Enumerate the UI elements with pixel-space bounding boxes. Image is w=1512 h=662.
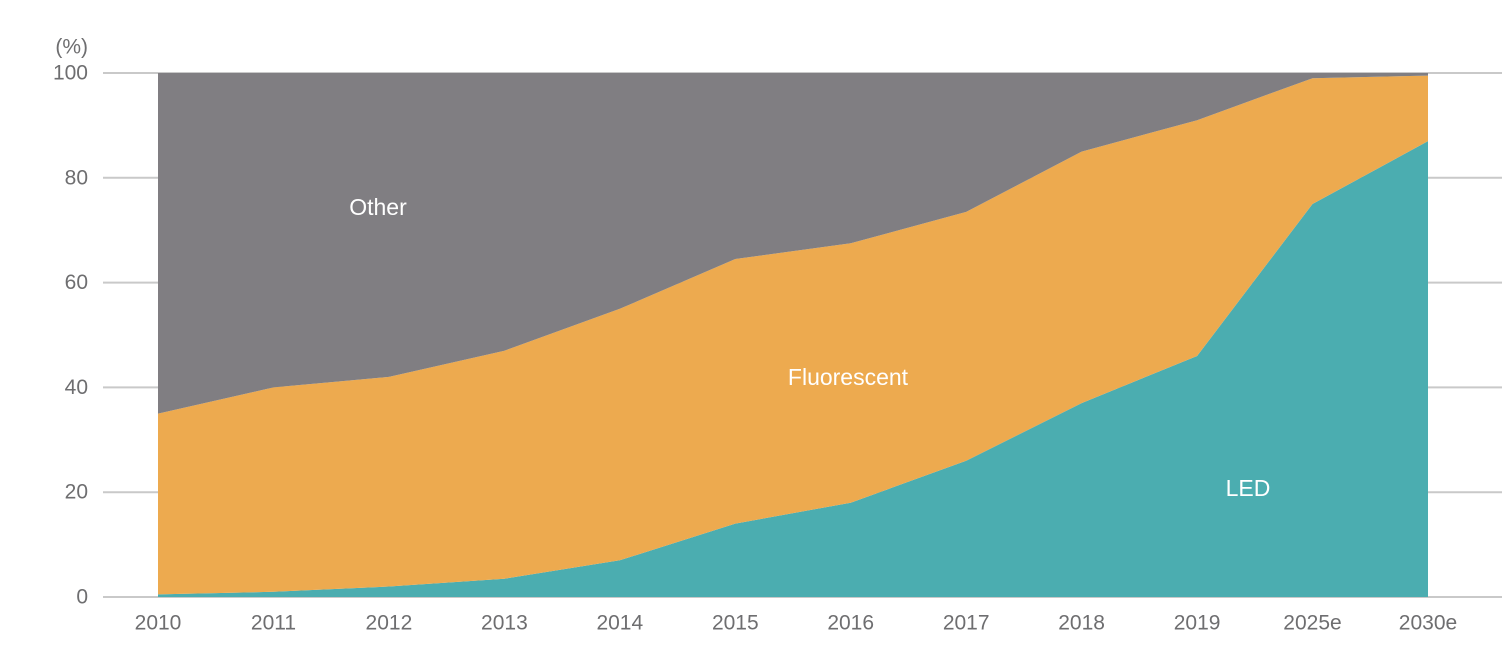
y-tick-label-100: 100 xyxy=(53,62,88,85)
area-other xyxy=(158,73,1428,414)
area-label-other: Other xyxy=(349,194,407,220)
y-tick-label-80: 80 xyxy=(65,166,88,189)
x-tick-label-2019: 2019 xyxy=(1174,612,1221,635)
x-tick-label-2013: 2013 xyxy=(481,612,528,635)
area-label-fluorescent: Fluorescent xyxy=(788,364,909,390)
y-axis-unit-label: (%) xyxy=(55,36,88,59)
x-tick-label-2010: 2010 xyxy=(135,612,182,635)
area-label-led: LED xyxy=(1226,475,1271,501)
area-fluorescent xyxy=(158,75,1428,595)
y-tick-label-20: 20 xyxy=(65,481,88,504)
y-tick-label-0: 0 xyxy=(76,586,88,609)
x-tick-label-2011: 2011 xyxy=(251,612,296,635)
x-tick-label-2030e: 2030e xyxy=(1399,612,1457,635)
x-tick-label-2025e: 2025e xyxy=(1283,612,1341,635)
x-tick-label-2012: 2012 xyxy=(366,612,413,635)
y-tick-label-60: 60 xyxy=(65,271,88,294)
y-tick-label-40: 40 xyxy=(65,376,88,399)
area-led xyxy=(158,141,1428,597)
x-tick-label-2017: 2017 xyxy=(943,612,990,635)
x-tick-label-2016: 2016 xyxy=(827,612,874,635)
x-tick-label-2014: 2014 xyxy=(596,612,643,635)
x-tick-label-2015: 2015 xyxy=(712,612,759,635)
x-tick-label-2018: 2018 xyxy=(1058,612,1105,635)
